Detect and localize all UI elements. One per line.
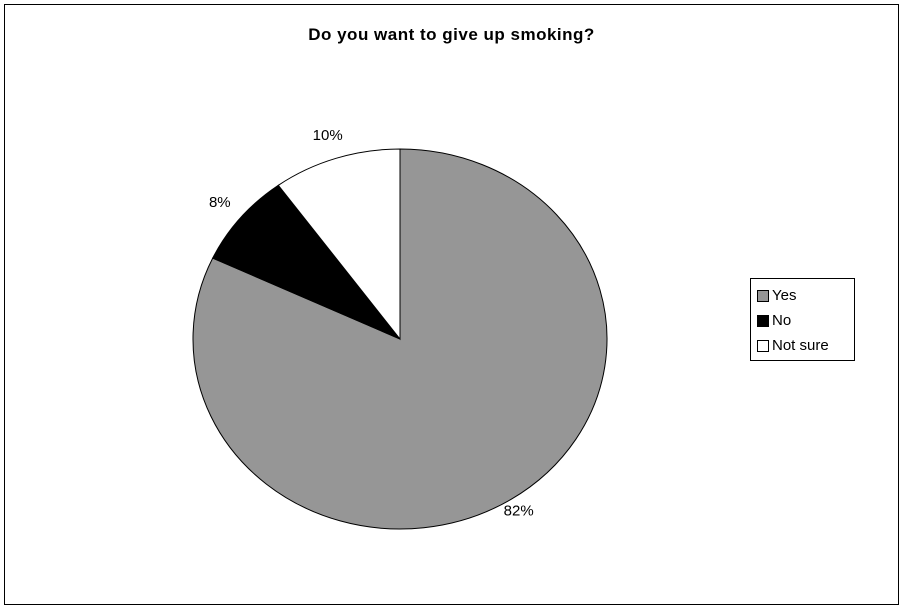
legend-label-not-sure: Not sure — [772, 337, 829, 354]
legend-swatch-yes — [757, 289, 769, 302]
data-label-no: 8% — [209, 194, 231, 211]
data-label-yes: 82% — [504, 503, 534, 520]
chart-title: Do you want to give up smoking? — [308, 25, 595, 44]
legend-item-not-sure: Not sure — [757, 333, 854, 358]
data-label-not-sure: 10% — [313, 127, 343, 144]
legend-swatch-not-sure — [757, 339, 769, 352]
legend-label-yes: Yes — [772, 287, 797, 304]
legend: Yes No Not sure — [750, 278, 855, 361]
legend-item-no: No — [757, 308, 854, 333]
pie-data-labels: 82% 8% 10% — [209, 127, 534, 520]
legend-swatch-no — [757, 314, 769, 327]
slice-no — [212, 184, 401, 340]
legend-label-no: No — [772, 312, 792, 329]
slice-not-sure — [277, 148, 401, 341]
pie-slices — [192, 148, 608, 530]
legend-item-yes: Yes — [757, 283, 854, 308]
